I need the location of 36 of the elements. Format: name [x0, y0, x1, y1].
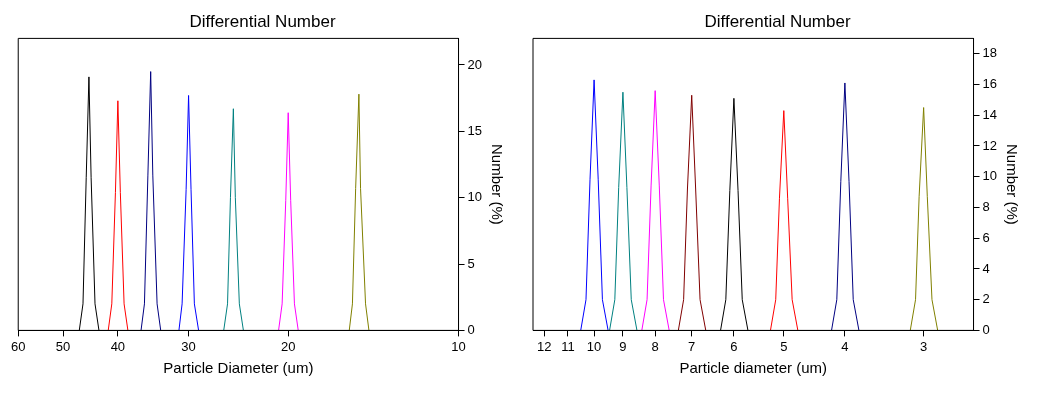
x-tick-label: 30 [181, 338, 196, 354]
y-tick-label: 16 [982, 76, 998, 92]
x-tick-label: 9 [619, 338, 627, 354]
y-tick-label: 0 [467, 321, 475, 337]
x-tick-label: 50 [55, 338, 71, 354]
y-tick-label: 6 [982, 229, 990, 245]
y-tick-label: 15 [467, 122, 483, 138]
x-tick-label: 4 [841, 338, 849, 354]
x-tick-label: 11 [561, 338, 575, 354]
x-axis-title: Particle diameter (um) [679, 359, 828, 377]
chart-title: Differential Number [189, 11, 336, 31]
y-tick-label: 0 [982, 321, 990, 337]
x-tick-label: 6 [730, 338, 738, 354]
x-tick-label: 60 [11, 338, 26, 354]
x-tick-label: 40 [110, 338, 126, 354]
x-tick-label: 8 [651, 338, 659, 354]
y-tick-label: 4 [982, 260, 990, 276]
y-tick-label: 5 [467, 255, 475, 271]
x-tick-label: 5 [780, 338, 788, 354]
y-tick-label: 20 [467, 56, 483, 72]
x-tick-label: 12 [536, 338, 552, 354]
y-tick-label: 10 [467, 189, 483, 205]
x-tick-label: 7 [688, 338, 696, 354]
y-axis-title: Number (%) [488, 143, 506, 225]
y-tick-label: 12 [982, 137, 998, 153]
x-tick-label: 10 [586, 338, 602, 354]
y-tick-label: 14 [982, 106, 998, 122]
y-tick-label: 2 [982, 291, 990, 307]
x-axis-title: Particle Diameter (um) [163, 359, 314, 377]
x-tick-label: 20 [280, 338, 296, 354]
y-tick-label: 10 [982, 168, 998, 184]
chart-title: Differential Number [704, 11, 851, 31]
y-tick-label: 8 [982, 199, 990, 215]
y-axis-title: Number (%) [1003, 143, 1021, 225]
y-tick-label: 18 [982, 45, 998, 61]
x-tick-label: 3 [920, 338, 928, 354]
